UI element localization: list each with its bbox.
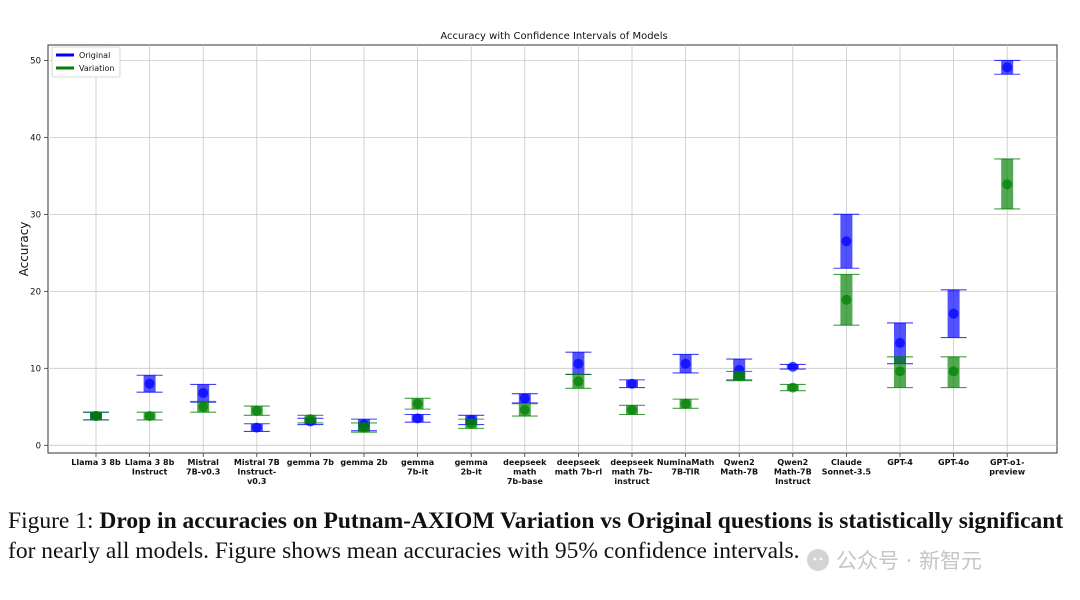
plot-area (47, 44, 1058, 454)
legend-label-original: Original (79, 51, 110, 60)
original-mean-point (519, 393, 530, 404)
x-tick-label: Qwen2 Math-7B Instruct (774, 458, 812, 486)
x-tick-label: deepseek math 7b-base (503, 458, 547, 486)
variation-mean-point (91, 411, 101, 422)
x-tick-label: gemma 7b (287, 458, 335, 467)
variation-mean-point (895, 366, 905, 377)
x-tick-label: gemma 2b-it (455, 458, 488, 477)
variation-mean-point (734, 371, 745, 382)
chart-title: Accuracy with Confidence Intervals of Mo… (440, 31, 667, 42)
original-mean-point (680, 358, 691, 369)
variation-mean-point (198, 401, 209, 412)
variation-mean-point (948, 366, 959, 377)
variation-mean-point (305, 414, 316, 425)
variation-mean-point (680, 398, 691, 409)
x-tick-label: GPT-4 (887, 458, 913, 467)
original-mean-point (251, 422, 262, 433)
original-mean-point (627, 378, 637, 389)
x-tick-label: Mistral 7B Instruct-v0.3 (234, 458, 280, 486)
caption-bold-text: Drop in accuracies on Putnam-AXIOM Varia… (99, 508, 1064, 534)
y-tick-label: 10 (30, 364, 41, 374)
original-mean-point (1002, 62, 1013, 73)
x-tick-label: GPT-o1-preview (989, 458, 1025, 477)
variation-mean-point (841, 294, 852, 305)
figure-caption: Figure 1: Drop in accuracies on Putnam-A… (8, 506, 1076, 566)
x-tick-label: gemma 7b-it (401, 458, 434, 477)
watermark: 公众号 · 新智元 (806, 545, 982, 575)
watermark-text: 公众号 · 新智元 (836, 549, 983, 573)
variation-mean-point (251, 405, 262, 416)
x-tick-label: Llama 3 8b (71, 458, 121, 467)
grid-lines (48, 45, 1057, 453)
x-tick-label: Claude Sonnet-3.5 (822, 458, 872, 477)
caption-rest-text: for nearly all models. Figure shows mean… (8, 538, 800, 564)
x-tick-label: deepseek math 7b-rl (555, 458, 603, 477)
original-mean-point (198, 387, 209, 398)
variation-mean-point (144, 411, 155, 422)
y-axis-ticks: 0 10 20 30 40 50 (30, 56, 48, 451)
variation-mean-point (627, 404, 637, 415)
y-axis-label: Accuracy (17, 222, 31, 277)
x-tick-label: gemma 2b (340, 458, 388, 467)
original-mean-point (841, 236, 852, 247)
y-tick-label: 50 (30, 56, 41, 66)
y-tick-label: 0 (36, 441, 41, 451)
original-mean-point (895, 337, 905, 348)
variation-mean-point (573, 376, 584, 387)
original-mean-point (787, 361, 798, 372)
variation-mean-point (1002, 179, 1013, 190)
legend: Original Variation (51, 46, 121, 78)
y-tick-label: 30 (30, 210, 41, 220)
variation-mean-point (787, 382, 798, 393)
wechat-logo-icon (807, 549, 829, 571)
x-tick-label: Llama 3 8b Instruct (125, 458, 175, 477)
original-mean-point (573, 358, 584, 369)
y-tick-label: 40 (30, 133, 41, 143)
variation-mean-point (359, 422, 369, 433)
x-tick-label: Qwen2 Math-7B (720, 458, 758, 477)
legend-label-variation: Variation (79, 64, 115, 73)
variation-mean-point (412, 398, 423, 409)
original-mean-point (412, 413, 423, 424)
accuracy-chart: Accuracy with Confidence Intervals of Mo… (17, 31, 1058, 486)
x-tick-label: Mistral 7B-v0.3 (186, 458, 220, 477)
y-tick-label: 20 (30, 287, 41, 297)
data-series (83, 59, 1021, 433)
variation-mean-point (519, 404, 530, 415)
x-tick-label: GPT-4o (938, 458, 970, 467)
x-tick-label: deepseek math 7b-instruct (610, 458, 654, 486)
caption-label: Figure 1: (8, 508, 100, 534)
x-tick-label: NuminaMath 7B-TIR (657, 458, 715, 477)
original-mean-point (948, 308, 959, 319)
original-mean-point (144, 378, 155, 389)
x-axis-ticks: Llama 3 8b Llama 3 8b Instruct Mistral 7B-v0… (71, 453, 1026, 486)
variation-mean-point (466, 418, 477, 429)
